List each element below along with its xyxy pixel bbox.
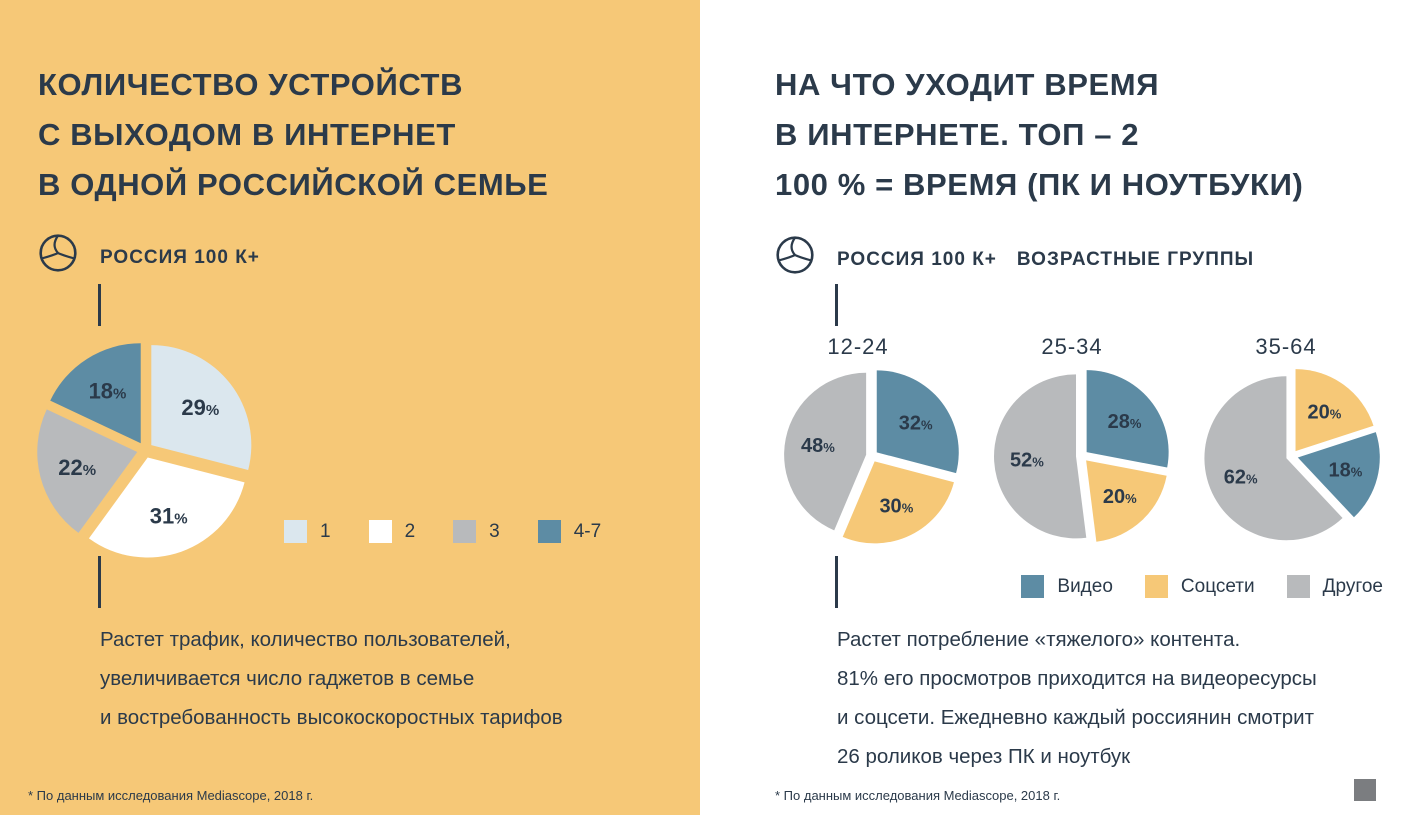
legend-swatch [537, 520, 561, 543]
pie-slice [784, 372, 867, 531]
description-line: и соцсети. Ежедневно каждый россиянин см… [837, 706, 1315, 729]
pie-slice [151, 345, 252, 470]
globe-icon [38, 233, 78, 273]
tick-line [835, 556, 838, 608]
pie-chart-age-25-34: 28% 20% 52% [992, 366, 1172, 551]
right-title: НА ЧТО УХОДИТ ВРЕМЯ В ИНТЕРНЕТЕ. ТОП – 2… [775, 60, 1303, 210]
legend-label: 3 [489, 520, 500, 542]
legend-label: Видео [1057, 575, 1113, 597]
pie-slice [1295, 369, 1374, 452]
pie-slice [88, 457, 245, 558]
tick-line [98, 556, 101, 608]
title-line: НА ЧТО УХОДИТ ВРЕМЯ [775, 67, 1160, 102]
right-description: Растет потребление «тяжелого» контента. … [837, 620, 1317, 776]
devices-legend: 1 2 3 4-7 [284, 520, 601, 543]
pie-chart-age-12-24: 32% 30% 48% [782, 366, 962, 551]
left-description: Растет трафик, количество пользователей,… [100, 620, 563, 737]
age-groups-text: ВОЗРАСТНЫЕ ГРУППЫ [1016, 249, 1255, 270]
tick-line [98, 284, 101, 326]
pie-slice [37, 409, 138, 533]
legend-item: 3 [453, 520, 500, 543]
legend-swatch [1144, 575, 1168, 598]
pie-slice-label: 30% [879, 496, 913, 518]
description-line: Растет трафик, количество пользователей, [100, 628, 511, 651]
age-group-label: 12-24 [827, 334, 889, 359]
pie-slice [50, 343, 141, 444]
legend-item: 1 [284, 520, 331, 543]
pie-slice-label: 18% [1329, 460, 1363, 482]
pie-slice-label: 20% [1308, 401, 1342, 423]
legend-item: Соцсети [1144, 575, 1255, 598]
description-line: Растет потребление «тяжелого» контента. [837, 628, 1241, 651]
legend-item: Другое [1286, 575, 1383, 598]
pie-slice [876, 370, 959, 474]
description-line: увеличивается число гаджетов в семье [100, 667, 475, 690]
legend-swatch [1286, 575, 1310, 598]
right-footnote: * По данным исследования Mediascope, 201… [775, 788, 1061, 803]
legend-label: 2 [404, 520, 416, 542]
legend-label: Соцсети [1180, 575, 1255, 597]
tick-line [835, 284, 838, 326]
pie-slice-label: 62% [1224, 466, 1258, 488]
pie-slice [994, 374, 1087, 539]
title-line: В ОДНОЙ РОССИЙСКОЙ СЕМЬЕ [38, 167, 549, 202]
legend-label: 4-7 [573, 520, 602, 542]
legend-swatch [1021, 575, 1045, 598]
pie-slice [1297, 432, 1380, 518]
left-title: КОЛИЧЕСТВО УСТРОЙСТВ С ВЫХОДОМ В ИНТЕРНЕ… [38, 60, 548, 210]
pie-slice-label: 32% [899, 412, 933, 434]
pie-slice [842, 461, 954, 544]
region-text: РОССИЯ 100 К+ [100, 247, 260, 268]
description-line: 26 роликов через ПК и ноутбук [837, 745, 1131, 768]
content-legend: Видео Соцсети Другое [1021, 575, 1383, 598]
title-line: С ВЫХОДОМ В ИНТЕРНЕТ [38, 117, 456, 152]
pie-slice [1086, 370, 1169, 468]
title-line: В ИНТЕРНЕТЕ. ТОП – 2 [775, 117, 1140, 152]
left-footnote: * По данным исследования Mediascope, 201… [28, 788, 314, 803]
region-label: РОССИЯ 100 К+ ВОЗРАСТНЫЕ ГРУППЫ [837, 249, 1254, 271]
pie-slice-label: 28% [1108, 411, 1142, 433]
legend-label: Другое [1322, 575, 1383, 597]
title-line: КОЛИЧЕСТВО УСТРОЙСТВ [38, 67, 464, 102]
age-group-label: 35-64 [1255, 334, 1317, 359]
pie-slice-label: 48% [801, 435, 835, 457]
pie-slice [1204, 376, 1343, 541]
title-line: 100 % = ВРЕМЯ (ПК И НОУТБУКИ) [775, 167, 1304, 202]
description-line: 81% его просмотров приходится на видеоре… [837, 667, 1317, 690]
legend-item: Видео [1021, 575, 1113, 598]
description-line: и востребованность высокоскоростных тари… [100, 706, 563, 729]
legend-swatch [368, 520, 392, 543]
pie-slice-label: 20% [1103, 486, 1137, 508]
pie-slice-label: 22% [58, 455, 96, 480]
legend-swatch [453, 520, 477, 543]
pie-chart-devices: 29% 31% 22% 18% [27, 332, 263, 573]
region-label: РОССИЯ 100 К+ [100, 247, 260, 269]
legend-item: 2 [368, 520, 416, 543]
globe-icon [775, 235, 815, 275]
corner-square [1354, 779, 1376, 801]
pie-chart-age-35-64: 20% 18% 62% [1202, 366, 1382, 551]
legend-swatch [284, 520, 307, 543]
age-group-label: 25-34 [1041, 334, 1103, 359]
pie-slice-label: 52% [1010, 449, 1044, 471]
legend-label: 1 [320, 520, 331, 542]
legend-item: 4-7 [537, 520, 602, 543]
pie-slice [1086, 460, 1167, 542]
region-text: РОССИЯ 100 К+ [837, 249, 997, 270]
